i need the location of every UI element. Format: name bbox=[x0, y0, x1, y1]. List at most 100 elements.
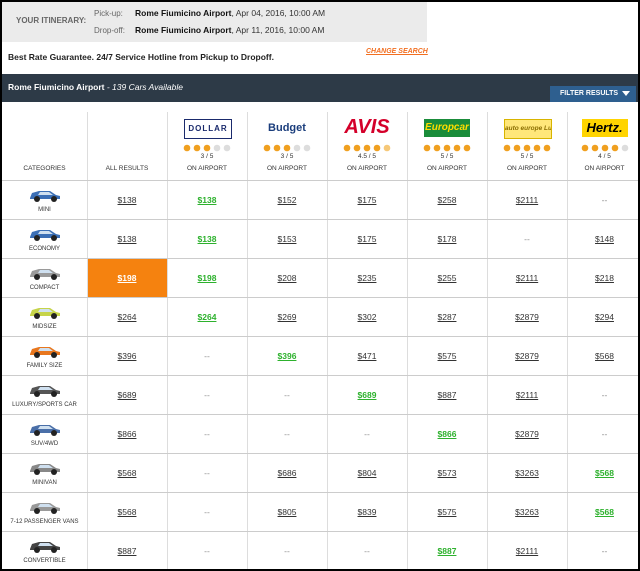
vendor-price[interactable]: $3263 bbox=[487, 468, 567, 478]
itinerary-label: YOUR ITINERARY: bbox=[16, 16, 86, 25]
star bbox=[581, 145, 588, 152]
car-icon bbox=[28, 225, 62, 243]
star bbox=[294, 145, 301, 152]
category-name: FAMILY SIZE bbox=[2, 363, 87, 369]
vendor-price[interactable]: $568 bbox=[567, 507, 640, 517]
car-icon bbox=[28, 186, 62, 204]
star bbox=[504, 145, 511, 152]
star bbox=[184, 145, 191, 152]
star bbox=[304, 145, 311, 152]
vendor-price[interactable]: $839 bbox=[327, 507, 407, 517]
all-price[interactable]: $138 bbox=[87, 195, 167, 205]
star bbox=[621, 145, 628, 152]
row-divider bbox=[2, 336, 640, 337]
vendor-price[interactable]: $138 bbox=[167, 195, 247, 205]
vendor-price[interactable]: $152 bbox=[247, 195, 327, 205]
vendor-price[interactable]: $269 bbox=[247, 312, 327, 322]
vendor-price[interactable]: $294 bbox=[567, 312, 640, 322]
vendor-price[interactable]: $198 bbox=[167, 273, 247, 283]
vendor-price[interactable]: $218 bbox=[567, 273, 640, 283]
filter-button[interactable]: FILTER RESULTS bbox=[550, 86, 636, 102]
all-price[interactable]: $198 bbox=[87, 273, 167, 283]
header-categories: CATEGORIES bbox=[2, 165, 87, 172]
change-search-link[interactable]: CHANGE SEARCH bbox=[366, 48, 428, 55]
category-name: SUV/4WD bbox=[2, 441, 87, 447]
all-price[interactable]: $138 bbox=[87, 234, 167, 244]
all-price[interactable]: $568 bbox=[87, 468, 167, 478]
vendor-price[interactable]: $689 bbox=[327, 390, 407, 400]
vendor-price[interactable]: $804 bbox=[327, 468, 407, 478]
vendor-price[interactable]: $2879 bbox=[487, 429, 567, 439]
vendor-price[interactable]: $2111 bbox=[487, 195, 567, 205]
vendor-location: ON AIRPORT bbox=[487, 165, 567, 172]
vendor-price[interactable]: $258 bbox=[407, 195, 487, 205]
vendor-price[interactable]: $686 bbox=[247, 468, 327, 478]
vendor-price: -- bbox=[247, 546, 327, 556]
vendor-rating: 3 / 5 bbox=[167, 153, 247, 160]
category-name: ECONOMY bbox=[2, 246, 87, 252]
category-name: MIDSIZE bbox=[2, 324, 87, 330]
car-icon bbox=[28, 381, 62, 399]
row-divider bbox=[2, 492, 640, 493]
vendor-price[interactable]: $148 bbox=[567, 234, 640, 244]
vendor-price: -- bbox=[247, 390, 327, 400]
row-divider bbox=[2, 414, 640, 415]
vendor-price[interactable]: $2879 bbox=[487, 312, 567, 322]
all-price[interactable]: $264 bbox=[87, 312, 167, 322]
all-price[interactable]: $396 bbox=[87, 351, 167, 361]
car-icon bbox=[28, 498, 62, 516]
category-name: COMPACT bbox=[2, 285, 87, 291]
vendor-price[interactable]: $887 bbox=[407, 546, 487, 556]
vendor-price[interactable]: $805 bbox=[247, 507, 327, 517]
all-price[interactable]: $568 bbox=[87, 507, 167, 517]
vendor-price: -- bbox=[567, 546, 640, 556]
vendor-rating: 5 / 5 bbox=[407, 153, 487, 160]
vendor-price[interactable]: $2111 bbox=[487, 390, 567, 400]
car-icon bbox=[28, 342, 62, 360]
all-price[interactable]: $866 bbox=[87, 429, 167, 439]
vendor-price[interactable]: $255 bbox=[407, 273, 487, 283]
pickup-time: , Apr 04, 2016, 10:00 AM bbox=[232, 8, 326, 18]
vendor-price[interactable]: $3263 bbox=[487, 507, 567, 517]
vendor-price[interactable]: $153 bbox=[247, 234, 327, 244]
vendor-price[interactable]: $887 bbox=[407, 390, 487, 400]
vendor-price[interactable]: $178 bbox=[407, 234, 487, 244]
vendor-logo: Europcar bbox=[424, 119, 470, 137]
vendor-price[interactable]: $575 bbox=[407, 507, 487, 517]
dropoff-location: Rome Fiumicino Airport bbox=[135, 25, 232, 35]
dropoff-label: Drop-off: bbox=[94, 26, 125, 35]
vendor-price[interactable]: $235 bbox=[327, 273, 407, 283]
vendor-location: ON AIRPORT bbox=[167, 165, 247, 172]
all-price[interactable]: $887 bbox=[87, 546, 167, 556]
vendor-price[interactable]: $2879 bbox=[487, 351, 567, 361]
vendor-price[interactable]: $396 bbox=[247, 351, 327, 361]
vendor-price[interactable]: $208 bbox=[247, 273, 327, 283]
star bbox=[424, 145, 431, 152]
vendor-price[interactable]: $568 bbox=[567, 468, 640, 478]
vendor-price[interactable]: $471 bbox=[327, 351, 407, 361]
vendor-logo: Hertz. bbox=[582, 119, 628, 137]
vendor-price[interactable]: $568 bbox=[567, 351, 640, 361]
star bbox=[264, 145, 271, 152]
vendor-price[interactable]: $175 bbox=[327, 234, 407, 244]
filter-arrow bbox=[622, 91, 630, 97]
vendor-price[interactable]: $138 bbox=[167, 234, 247, 244]
star bbox=[544, 145, 551, 152]
vendor-price[interactable]: $2111 bbox=[487, 546, 567, 556]
vendor-price[interactable]: $575 bbox=[407, 351, 487, 361]
vendor-price[interactable]: $175 bbox=[327, 195, 407, 205]
vendor-price[interactable]: $2111 bbox=[487, 273, 567, 283]
vendor-price: -- bbox=[327, 429, 407, 439]
vendor-price: -- bbox=[567, 195, 640, 205]
vendor-price[interactable]: $302 bbox=[327, 312, 407, 322]
vendor-price[interactable]: $287 bbox=[407, 312, 487, 322]
vendor-price[interactable]: $866 bbox=[407, 429, 487, 439]
star bbox=[454, 145, 461, 152]
star bbox=[591, 145, 598, 152]
vendor-logo: AVIS bbox=[337, 114, 397, 140]
vendor-price[interactable]: $264 bbox=[167, 312, 247, 322]
star bbox=[364, 145, 371, 152]
all-price[interactable]: $689 bbox=[87, 390, 167, 400]
results-location: Rome Fiumicino Airport bbox=[8, 82, 105, 92]
vendor-price[interactable]: $573 bbox=[407, 468, 487, 478]
